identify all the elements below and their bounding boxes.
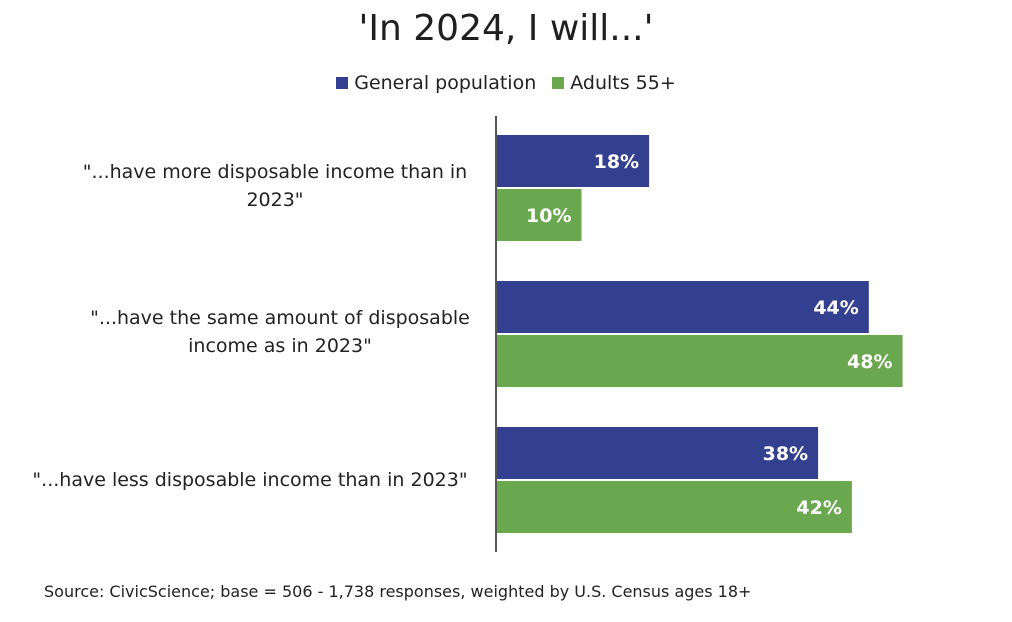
data-label-adults-55-1: 48%	[847, 351, 892, 373]
source-note: Source: CivicScience; base = 506 - 1,738…	[44, 582, 752, 601]
legend-label-adults-55: Adults 55+	[570, 72, 676, 94]
legend-item-general-population: General population	[336, 72, 536, 94]
bar-general-population-0	[497, 135, 650, 187]
category-label-more: "...have more disposable income than in …	[82, 161, 468, 211]
bar-adults-55-0	[497, 189, 582, 241]
bar-adults-55-1	[497, 335, 903, 387]
legend-label-general-population: General population	[354, 72, 537, 94]
data-label-general-population-1: 44%	[813, 297, 858, 319]
legend-swatch-adults-55	[552, 77, 565, 89]
bar-general-population-1	[497, 281, 869, 333]
bar-general-population-2	[497, 427, 819, 479]
data-label-adults-55-2: 42%	[796, 497, 841, 519]
bar-adults-55-2	[497, 481, 852, 533]
category-label-same: "...have the same amount of disposable i…	[90, 307, 470, 357]
legend-item-adults-55: Adults 55+	[552, 72, 676, 94]
chart-title: 'In 2024, I will...'	[358, 8, 654, 49]
data-label-general-population-0: 18%	[594, 151, 639, 173]
data-label-general-population-2: 38%	[763, 443, 808, 465]
legend-swatch-general-population	[336, 77, 349, 89]
legend: General population Adults 55+	[0, 72, 1012, 94]
data-label-adults-55-0: 10%	[526, 205, 571, 227]
category-label-less: "...have less disposable income than in …	[32, 469, 468, 491]
